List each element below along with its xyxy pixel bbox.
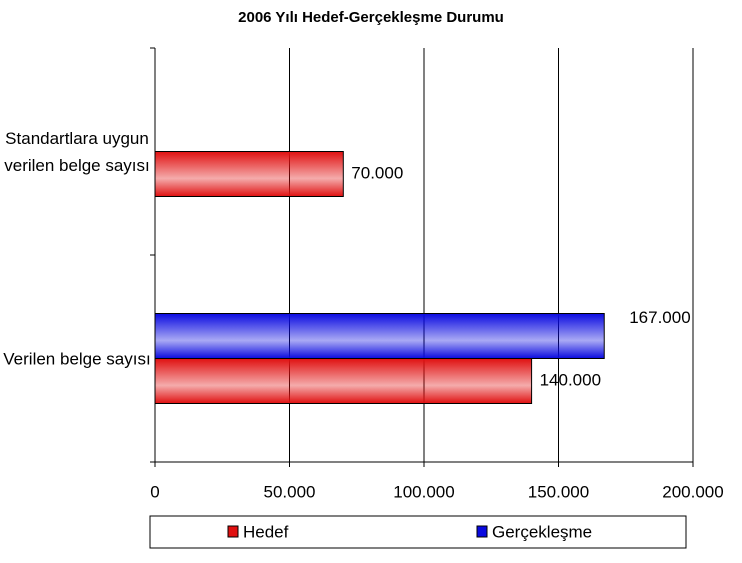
x-tick-label: 0 <box>150 482 159 501</box>
legend-box <box>149 515 687 549</box>
x-tick-label: 200.000 <box>662 482 723 501</box>
value-label: 167.000 <box>629 308 690 327</box>
bar <box>154 358 533 404</box>
x-tick-label: 100.000 <box>393 482 454 501</box>
category-label: Verilen belge sayısı <box>3 349 151 368</box>
value-label: 70.000 <box>351 163 403 182</box>
legend-swatch <box>227 525 239 538</box>
bar <box>154 313 605 359</box>
x-tick-label: 50.000 <box>264 482 316 501</box>
bar <box>154 151 344 197</box>
legend-label: Gerçekleşme <box>492 522 592 541</box>
chart-title: 2006 Yılı Hedef-Gerçekleşme Durumu <box>238 9 504 26</box>
x-tick-label: 150.000 <box>528 482 589 501</box>
legend-label: Hedef <box>243 522 289 541</box>
value-label: 140.000 <box>540 370 601 389</box>
category-label: Standartlara uygun verilen belge sayısı <box>4 128 150 175</box>
legend-swatch <box>476 525 488 538</box>
